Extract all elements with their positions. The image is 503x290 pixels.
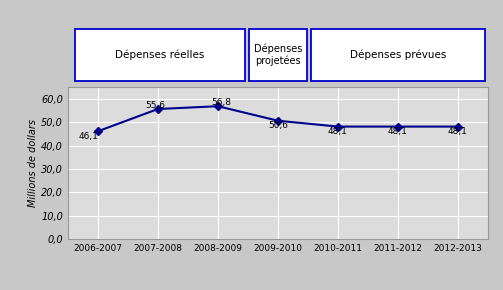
Text: 56,8: 56,8 xyxy=(211,98,231,107)
Text: 46,1: 46,1 xyxy=(79,132,99,141)
Text: 48,1: 48,1 xyxy=(388,127,408,136)
Text: Dépenses réelles: Dépenses réelles xyxy=(115,50,205,60)
Text: 48,1: 48,1 xyxy=(328,127,348,136)
FancyBboxPatch shape xyxy=(75,29,245,81)
Text: 48,1: 48,1 xyxy=(448,127,468,136)
FancyBboxPatch shape xyxy=(311,29,485,81)
Text: 55,6: 55,6 xyxy=(145,101,165,110)
Text: 50,6: 50,6 xyxy=(268,122,288,130)
Text: Dépenses prévues: Dépenses prévues xyxy=(350,50,446,60)
FancyBboxPatch shape xyxy=(249,29,307,81)
Text: Dépenses
projetées: Dépenses projetées xyxy=(254,44,302,66)
Y-axis label: Millions de dollars: Millions de dollars xyxy=(28,119,38,207)
